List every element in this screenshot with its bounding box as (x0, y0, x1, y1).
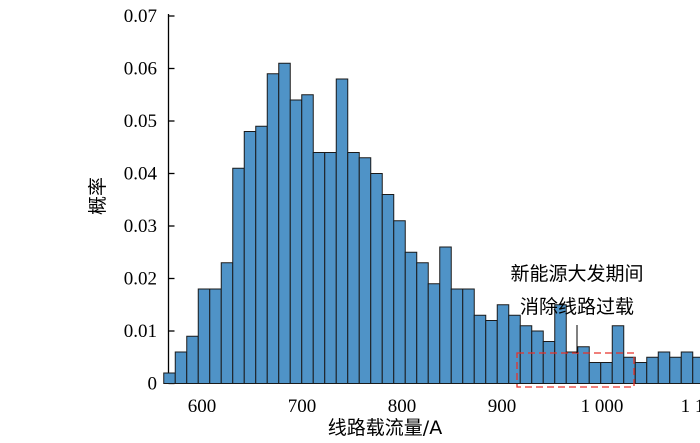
y-tick-label: 0.02 (124, 269, 157, 290)
y-tick-label: 0 (148, 374, 158, 395)
bar-blue (692, 356, 700, 384)
bar-blue (565, 351, 579, 384)
bar-blue (163, 372, 176, 384)
bar-blue (519, 325, 533, 384)
bar-blue (197, 288, 211, 384)
bar-blue (174, 351, 188, 384)
bar-blue (485, 320, 498, 384)
bar-blue (657, 351, 671, 384)
bar-blue (554, 304, 567, 384)
x-axis-label: 线路载流量/A (328, 417, 442, 439)
bar-blue (393, 220, 406, 384)
bar-blue (669, 356, 682, 384)
bar-blue (301, 94, 314, 384)
x-tick-label: 800 (388, 396, 417, 417)
y-tick-label: 0.05 (124, 111, 157, 132)
bar-blue (450, 288, 464, 384)
y-tick-label: 0.07 (124, 6, 157, 27)
x-tick-label: 1 000 (581, 396, 624, 417)
bar-blue (220, 262, 234, 384)
bar-blue (496, 304, 510, 384)
bar-blue (462, 288, 475, 384)
x-tick-label: 600 (188, 396, 217, 417)
x-tick-label: 900 (488, 396, 517, 417)
bar-blue (473, 314, 487, 384)
bar-blue (255, 125, 268, 384)
y-ticks: 0 0.01 0.02 0.03 0.04 0.05 0.06 0.07 (124, 6, 175, 395)
bar-blue (232, 167, 245, 384)
bar-blue (243, 131, 257, 384)
x-tick-label: 700 (288, 396, 317, 417)
bar-blue (347, 152, 360, 384)
annotation-dashed-box (516, 352, 635, 388)
bar-blue (600, 362, 613, 384)
bar-blue (531, 330, 544, 384)
annotation-text-line-1: 新能源大发期间 (510, 263, 643, 285)
y-axis-label: 概率 (87, 177, 109, 215)
y-tick-label: 0.04 (124, 164, 158, 185)
bar-blue (335, 78, 349, 384)
bar-blue (588, 362, 602, 384)
bars (163, 62, 700, 384)
bar-blue (324, 152, 337, 384)
y-tick-label: 0.06 (124, 59, 157, 80)
bar-blue (266, 73, 280, 384)
bar-blue (381, 194, 395, 384)
bar-blue (312, 152, 326, 384)
bar-blue (370, 173, 383, 384)
bar-blue (634, 362, 648, 384)
bar-blue (542, 341, 556, 384)
y-tick-label: 0.03 (124, 216, 157, 237)
bar-blue (186, 335, 199, 384)
bar-blue (427, 283, 441, 384)
bar-blue (209, 288, 222, 384)
bar-blue (577, 346, 590, 384)
bar-blue (289, 99, 303, 384)
annotation-text-line-2: 消除线路过载 (520, 296, 634, 318)
bar-blue (404, 251, 418, 384)
bar-blue (358, 157, 372, 384)
bar-blue (646, 356, 659, 384)
bar-blue (416, 262, 429, 384)
bar-blue (611, 325, 625, 384)
x-tick-label: 1 100 (681, 396, 700, 417)
y-tick-label: 0.01 (124, 321, 157, 342)
bar-blue (508, 314, 521, 384)
bar-blue (278, 62, 291, 384)
bar-blue (439, 246, 452, 384)
overload-annotation: 新能源大发期间 消除线路过载 (510, 263, 644, 388)
bar-blue (680, 351, 694, 384)
